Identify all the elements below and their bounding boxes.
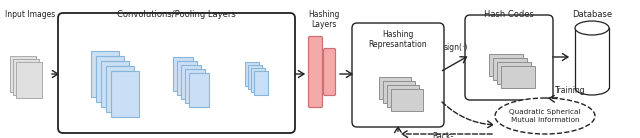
FancyBboxPatch shape [501,66,535,88]
FancyBboxPatch shape [58,13,295,133]
FancyBboxPatch shape [323,48,335,95]
Polygon shape [575,28,609,88]
FancyBboxPatch shape [489,54,523,76]
FancyArrowPatch shape [553,54,568,60]
FancyBboxPatch shape [248,65,262,89]
FancyBboxPatch shape [387,85,419,107]
FancyBboxPatch shape [13,59,39,95]
Ellipse shape [575,21,609,35]
FancyBboxPatch shape [91,51,119,97]
FancyArrowPatch shape [340,71,352,77]
Text: Quadratic Spherical
Mutual Information: Quadratic Spherical Mutual Information [509,109,580,123]
FancyBboxPatch shape [493,58,527,80]
FancyBboxPatch shape [10,56,36,92]
FancyArrowPatch shape [402,131,492,137]
FancyBboxPatch shape [254,71,268,95]
Text: Back-
propagation: Back- propagation [420,132,467,138]
FancyArrowPatch shape [394,127,401,133]
FancyBboxPatch shape [497,62,531,84]
FancyBboxPatch shape [251,68,265,92]
FancyBboxPatch shape [101,61,129,107]
FancyBboxPatch shape [177,61,197,95]
FancyBboxPatch shape [106,66,134,112]
FancyBboxPatch shape [391,89,423,111]
FancyArrowPatch shape [442,102,493,128]
Text: Input Images: Input Images [5,10,55,19]
FancyBboxPatch shape [16,62,42,98]
Text: Hashing
Represantation: Hashing Represantation [369,30,428,49]
FancyArrowPatch shape [549,95,557,102]
Text: Convolutions/Pooling Layers: Convolutions/Pooling Layers [116,10,236,19]
FancyBboxPatch shape [383,81,415,103]
FancyBboxPatch shape [245,62,259,86]
Ellipse shape [495,98,595,134]
FancyBboxPatch shape [189,73,209,107]
Text: Hash Codes: Hash Codes [484,10,534,19]
FancyBboxPatch shape [308,36,323,108]
FancyBboxPatch shape [185,69,205,103]
FancyBboxPatch shape [465,15,553,100]
Text: Hashing
Layers: Hashing Layers [308,10,340,29]
FancyBboxPatch shape [96,56,124,102]
Text: sign(·): sign(·) [444,43,468,52]
Text: Training: Training [555,86,586,95]
FancyArrowPatch shape [52,71,58,77]
FancyBboxPatch shape [181,65,201,99]
FancyBboxPatch shape [173,57,193,91]
FancyBboxPatch shape [352,23,444,127]
FancyBboxPatch shape [379,77,411,99]
FancyBboxPatch shape [111,71,139,117]
FancyArrowPatch shape [442,57,467,71]
Text: Database: Database [572,10,612,19]
FancyArrowPatch shape [295,71,304,77]
